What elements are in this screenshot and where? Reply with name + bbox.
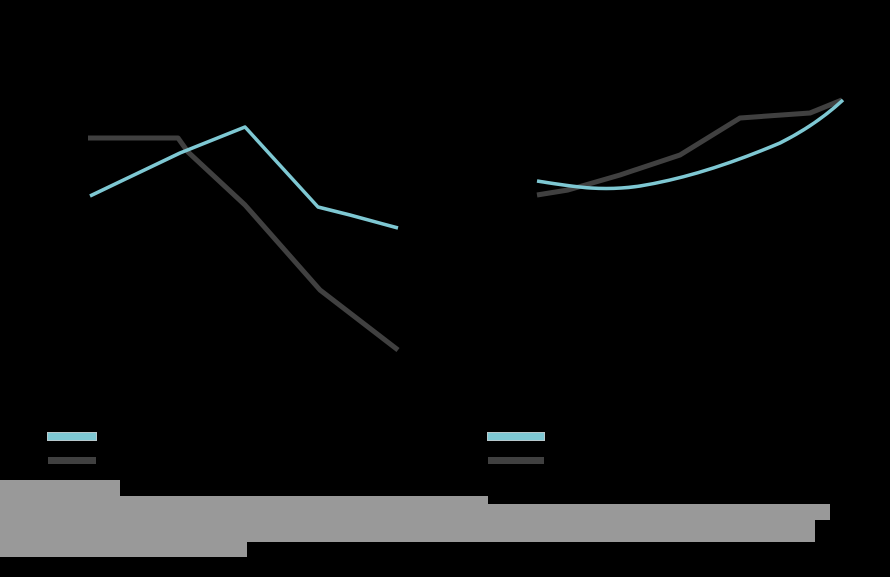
right-legend xyxy=(488,424,552,472)
legend-swatch-series-a xyxy=(48,432,96,440)
right-series-b-line xyxy=(536,97,843,198)
right-panel xyxy=(536,97,845,198)
footer-source-label xyxy=(0,480,120,496)
legend-item xyxy=(488,448,552,472)
left-series-a-line xyxy=(89,125,399,230)
legend-swatch-series-b xyxy=(48,456,96,464)
footer-notes-line-1 xyxy=(0,504,830,520)
legend-swatch-series-a xyxy=(488,432,544,440)
left-series-b-line xyxy=(88,135,400,352)
legend-item xyxy=(48,424,104,448)
legend-item xyxy=(488,424,552,448)
footer-notes-line-2 xyxy=(0,520,815,542)
legend-swatch-series-b xyxy=(488,456,544,464)
footer-source-text xyxy=(0,496,488,504)
legend-item xyxy=(48,448,104,472)
left-legend xyxy=(48,424,104,472)
footer-notes-line-3 xyxy=(0,542,247,557)
right-series-a-line xyxy=(536,98,845,191)
left-panel xyxy=(88,125,400,352)
